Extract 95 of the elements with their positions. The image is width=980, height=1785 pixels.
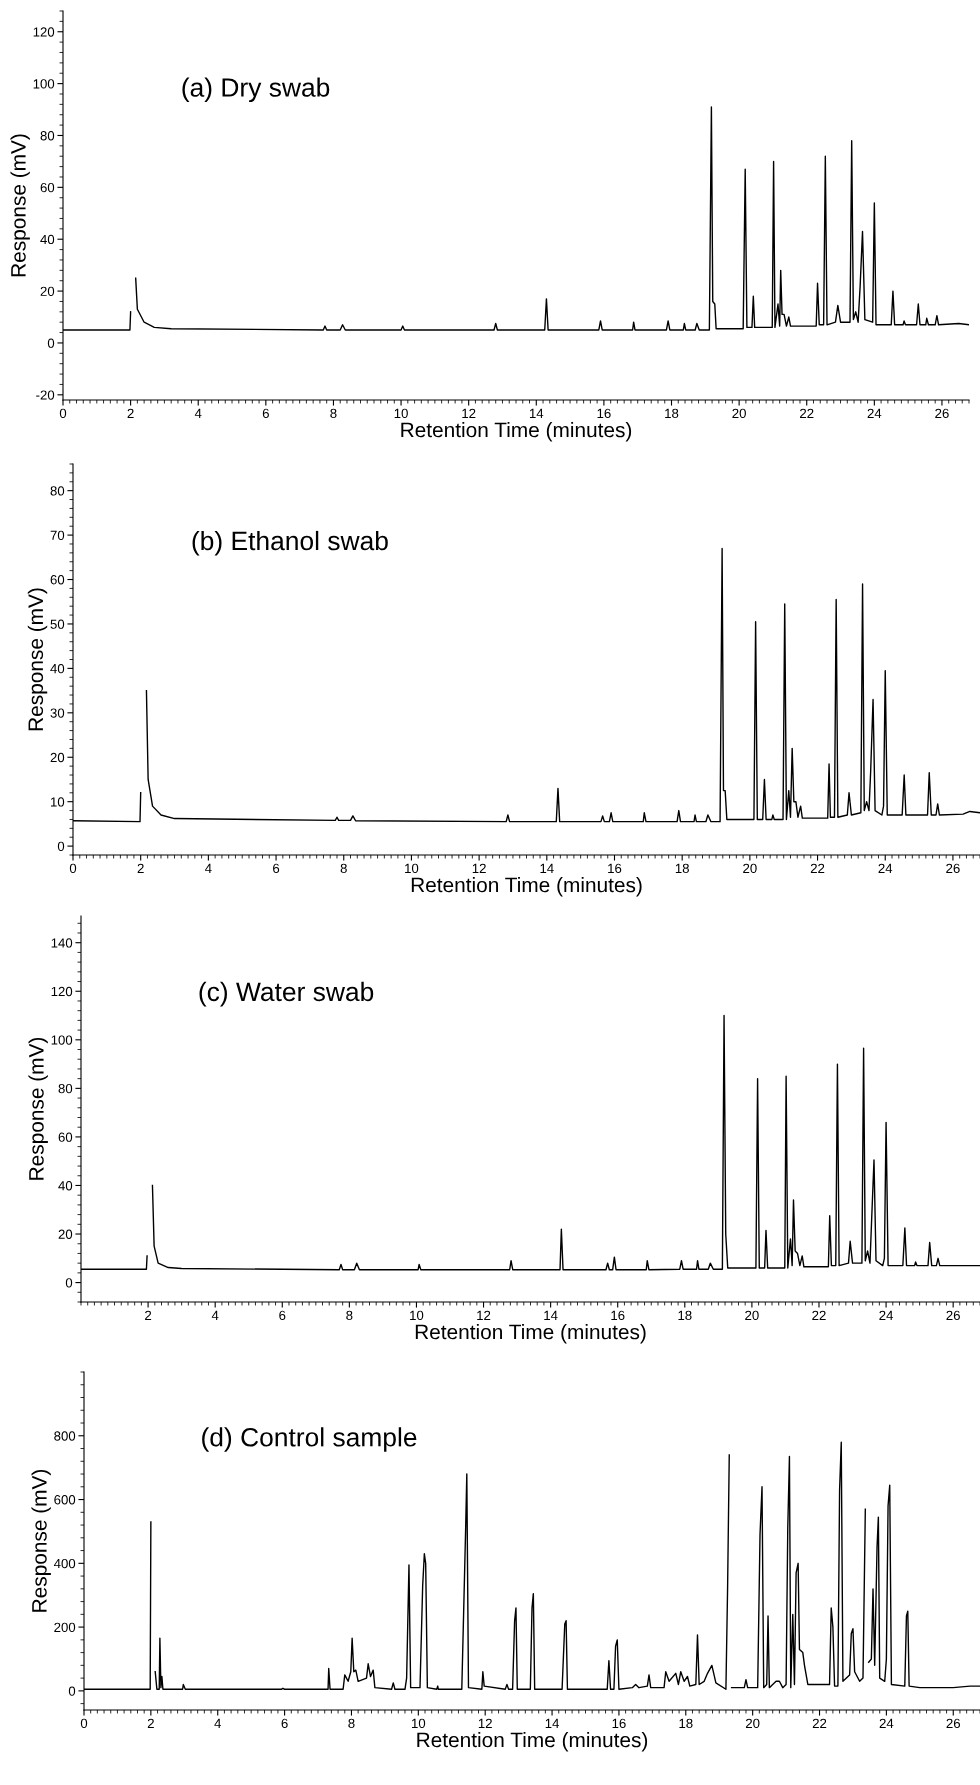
x-tick-label: 10 <box>410 1310 424 1321</box>
x-tick-label: 24 <box>878 863 893 873</box>
x-axis-title: Retention Time (minutes) <box>401 422 632 442</box>
x-tick-label: 26 <box>946 1718 961 1729</box>
y-tick-label: 0 <box>65 1278 73 1288</box>
x-tick-label: 12 <box>462 408 476 418</box>
x-tick-label: 2 <box>145 1310 152 1320</box>
x-tick-label: 16 <box>612 1718 626 1729</box>
x-tick-label: 2 <box>127 408 134 418</box>
x-tick-label: 18 <box>675 863 689 874</box>
y-tick-label: 200 <box>54 1622 76 1633</box>
y-tick-label: 60 <box>58 1132 73 1142</box>
x-tick-label: 18 <box>679 1718 693 1729</box>
x-tick-label: 6 <box>273 863 280 874</box>
y-tick-label: 80 <box>50 486 65 496</box>
x-tick-label: 14 <box>529 408 544 418</box>
y-tick-label: 30 <box>50 708 65 718</box>
x-tick-label: 10 <box>412 1718 426 1729</box>
annotation: (a) Dry swab <box>182 77 330 103</box>
y-tick-label: 40 <box>58 1181 73 1191</box>
y-tick-label: 100 <box>51 1035 73 1045</box>
x-tick-label: 18 <box>678 1310 692 1321</box>
y-tick-label: 50 <box>50 619 65 629</box>
y-tick-label: 80 <box>40 131 55 141</box>
x-axis-title: Retention Time (minutes) <box>417 1732 648 1752</box>
x-tick-label: 8 <box>346 1310 353 1321</box>
x-tick-label: 24 <box>879 1718 894 1728</box>
x-tick-label: 22 <box>812 1310 826 1320</box>
x-tick-label: 10 <box>394 408 408 419</box>
x-tick-label: 4 <box>211 1310 219 1320</box>
x-tick-label: 6 <box>281 1718 288 1729</box>
x-tick-label: 26 <box>946 1310 960 1321</box>
x-tick-label: 16 <box>597 408 611 419</box>
x-tick-label: 22 <box>812 1718 827 1728</box>
x-tick-label: 2 <box>147 1718 154 1728</box>
x-tick-label: 8 <box>340 863 347 874</box>
x-tick-label: 26 <box>946 863 960 874</box>
x-tick-label: 12 <box>472 863 486 873</box>
y-tick-label: 100 <box>33 79 55 89</box>
y-tick-label: 120 <box>51 986 73 997</box>
y-tick-label: 0 <box>47 338 55 348</box>
x-tick-label: 20 <box>732 408 746 419</box>
x-tick-label: 16 <box>608 863 622 874</box>
x-tick-label: 6 <box>262 408 269 419</box>
x-axis-title: Retention Time (minutes) <box>411 877 642 897</box>
y-tick-label: 40 <box>40 234 55 245</box>
y-axis-title: Response (mV) <box>10 134 30 277</box>
y-tick-label: 0 <box>68 1686 76 1696</box>
y-axis-title: Response (mV) <box>31 1469 51 1612</box>
annotation: (b) Ethanol swab <box>192 530 388 556</box>
annotation: (d) Control sample <box>202 1427 417 1452</box>
y-tick-label: 20 <box>50 752 65 763</box>
x-tick-label: 20 <box>745 1718 760 1729</box>
annotation: (c) Water swab <box>199 981 374 1007</box>
x-tick-label: 20 <box>743 863 757 874</box>
x-tick-label: 24 <box>879 1310 894 1320</box>
y-axis-title: Response (mV) <box>28 1037 48 1180</box>
x-axis-title: Retention Time (minutes) <box>415 1324 646 1344</box>
x-tick-label: 24 <box>867 408 882 418</box>
x-tick-label: 22 <box>810 863 825 873</box>
x-tick-label: 12 <box>477 1310 491 1320</box>
x-tick-label: 20 <box>745 1310 759 1321</box>
y-tick-label: 800 <box>54 1431 76 1441</box>
x-tick-label: 26 <box>935 408 949 419</box>
y-tick-label: 120 <box>33 27 55 37</box>
x-tick-label: 22 <box>800 408 814 418</box>
y-tick-label: 60 <box>50 575 65 585</box>
x-tick-label: 18 <box>665 408 679 419</box>
y-tick-label: 80 <box>58 1083 73 1094</box>
y-tick-label: 70 <box>50 530 65 540</box>
x-tick-label: 4 <box>214 1718 222 1728</box>
y-tick-label: 40 <box>50 663 65 674</box>
x-tick-label: 14 <box>540 863 554 873</box>
y-tick-label: 20 <box>40 286 55 296</box>
y-tick-label: -20 <box>36 390 55 400</box>
x-tick-label: 4 <box>205 863 212 873</box>
y-tick-label: 600 <box>54 1495 76 1505</box>
x-tick-label: 14 <box>545 1718 560 1728</box>
x-tick-label: 0 <box>80 1718 88 1729</box>
x-tick-label: 2 <box>137 863 144 873</box>
x-tick-label: 8 <box>330 408 337 419</box>
x-tick-label: 12 <box>478 1718 492 1728</box>
x-tick-label: 4 <box>194 408 202 418</box>
y-tick-label: 20 <box>58 1229 73 1239</box>
y-tick-label: 0 <box>57 841 65 852</box>
y-tick-label: 60 <box>40 182 55 193</box>
y-tick-label: 10 <box>51 797 65 807</box>
y-tick-label: 400 <box>53 1558 76 1569</box>
y-axis-title: Response (mV) <box>27 588 48 731</box>
x-tick-label: 10 <box>405 863 419 874</box>
y-tick-label: 140 <box>51 938 73 948</box>
x-tick-label: 6 <box>279 1310 286 1321</box>
x-tick-label: 16 <box>611 1310 625 1321</box>
x-tick-label: 14 <box>544 1310 558 1320</box>
x-tick-label: 8 <box>348 1718 355 1729</box>
